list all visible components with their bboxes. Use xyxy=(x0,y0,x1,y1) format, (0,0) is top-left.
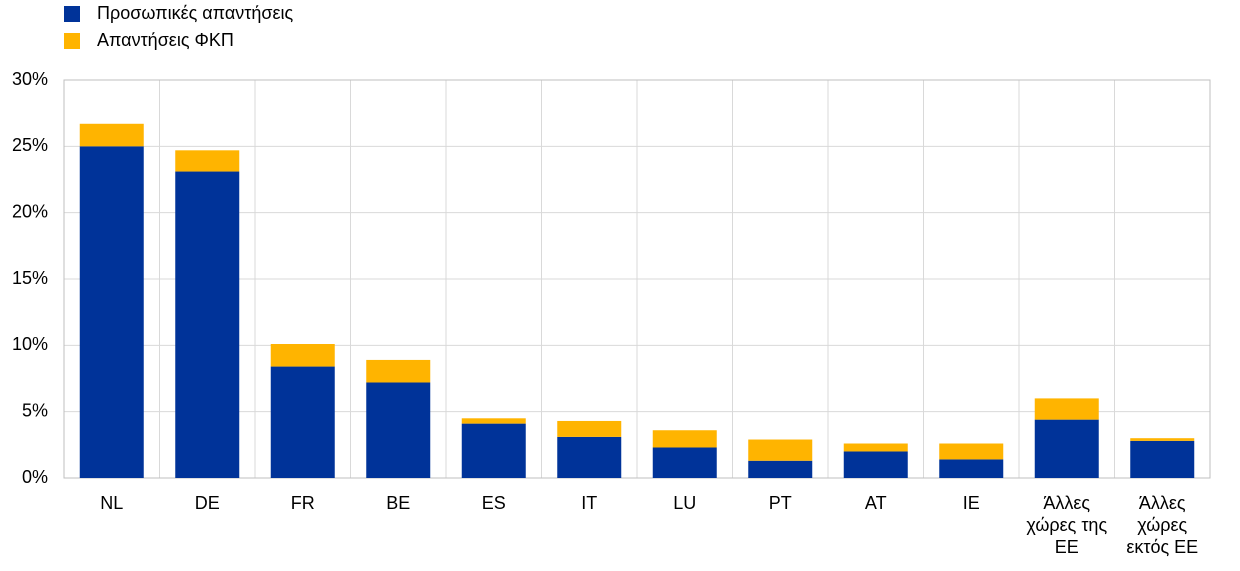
bar-segment xyxy=(1130,440,1195,478)
bar-segment xyxy=(366,382,431,478)
bar-segment xyxy=(939,443,1004,460)
legend-swatch xyxy=(64,33,80,49)
bar-segment xyxy=(79,146,144,479)
bar-segment xyxy=(461,418,526,424)
x-tick-label: Άλλες χώρες της ΕΕ xyxy=(1026,493,1108,557)
bar-segment xyxy=(1034,419,1099,478)
x-tick-label: IE xyxy=(962,493,980,513)
bar-segment xyxy=(652,447,717,478)
x-tick-label: AT xyxy=(864,493,887,513)
bar-segment xyxy=(557,436,622,478)
bar-segment xyxy=(652,430,717,448)
bar-segment xyxy=(270,344,335,367)
x-tick-label: PT xyxy=(768,493,792,513)
x-tick-label: NL xyxy=(100,493,124,513)
legend-label: Απαντήσεις ΦΚΠ xyxy=(97,30,234,50)
x-tick-label: BE xyxy=(386,493,411,513)
bar-segment xyxy=(748,439,813,461)
x-tick-label: IT xyxy=(581,493,598,513)
bar-segment xyxy=(461,423,526,478)
x-tick-label: Άλλες χώρες εκτός ΕΕ xyxy=(1126,493,1199,557)
y-tick-label: 25% xyxy=(12,135,48,155)
bar-segment xyxy=(270,366,335,478)
y-tick-label: 30% xyxy=(12,69,48,89)
x-tick-label: DE xyxy=(194,493,220,513)
bar-segment xyxy=(175,171,240,479)
bar-segment xyxy=(1034,398,1099,420)
bar-segment xyxy=(939,459,1004,478)
bar-segment xyxy=(843,451,908,478)
plot-frame xyxy=(63,79,1211,479)
y-tick-label: 15% xyxy=(12,268,48,288)
bar-segment xyxy=(843,443,908,452)
bar-segment xyxy=(557,420,622,437)
y-tick-label: 0% xyxy=(22,467,48,487)
legend-label: Προσωπικές απαντήσεις xyxy=(97,3,294,23)
bar-segment xyxy=(748,460,813,478)
y-tick-label: 10% xyxy=(12,334,48,354)
bar-segment xyxy=(1130,438,1195,441)
y-tick-label: 20% xyxy=(12,201,48,221)
bar-segment xyxy=(79,123,144,147)
legend-swatch xyxy=(64,6,80,22)
x-tick-label: ES xyxy=(481,493,506,513)
x-tick-label: LU xyxy=(673,493,697,513)
bar-segment xyxy=(366,359,431,383)
y-tick-label: 5% xyxy=(22,400,48,420)
x-tick-label: FR xyxy=(290,493,315,513)
bar-segment xyxy=(175,150,240,172)
